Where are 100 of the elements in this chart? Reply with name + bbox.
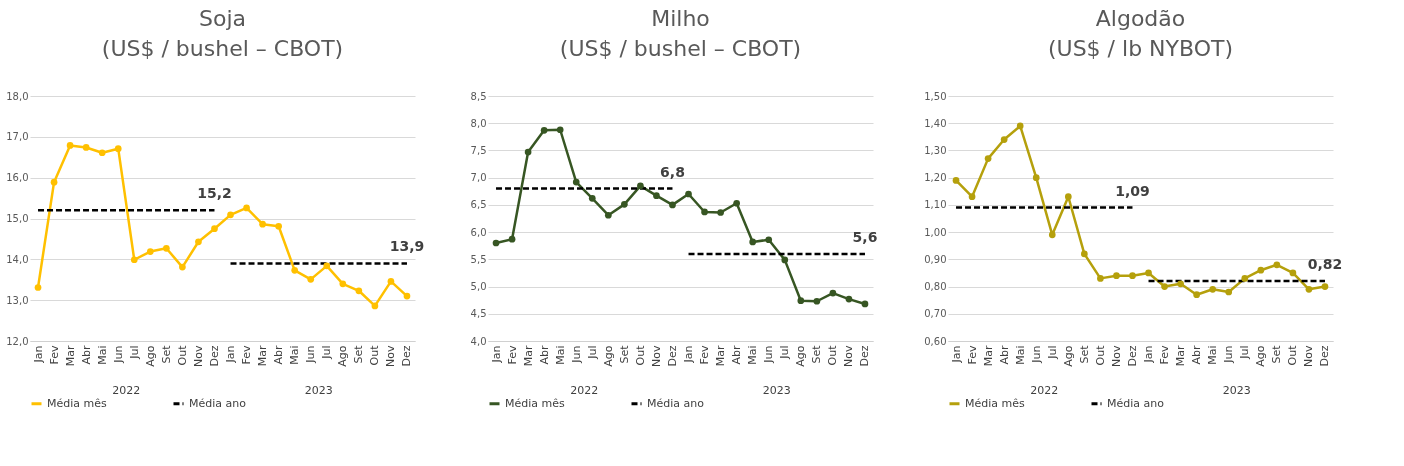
x-tick-label: Jun: [1222, 345, 1236, 364]
point: [1289, 269, 1297, 277]
x-tick-label: Jul: [127, 345, 141, 360]
point: [765, 236, 773, 244]
x-tick-label: Set: [810, 344, 824, 364]
point: [1193, 291, 1200, 299]
x-tick-label: Fev: [240, 345, 254, 365]
x-tick-label: Mai: [95, 345, 109, 365]
x-tick-label: Jan: [682, 345, 696, 364]
x-tick-label: Set: [1077, 344, 1091, 364]
point: [781, 256, 789, 264]
point: [845, 295, 853, 303]
x-tick-label: Out: [175, 344, 189, 366]
data-label: 15,2: [197, 185, 232, 202]
x-tick-label: Dez: [207, 345, 221, 367]
point: [588, 195, 596, 202]
x-tick-label: Abr: [272, 345, 286, 365]
x-tick-label: Ago: [336, 345, 350, 367]
y-tick-label: 1,30: [924, 144, 947, 156]
x-tick-label: Abr: [730, 345, 744, 365]
point: [146, 248, 154, 255]
x-tick-label: Abr: [537, 345, 551, 365]
x-tick-label: Jun: [1029, 345, 1043, 364]
point: [1000, 136, 1008, 143]
point: [797, 297, 805, 305]
point: [952, 177, 960, 184]
point: [82, 144, 90, 151]
point: [34, 284, 42, 291]
x-tick-label: Nov: [384, 345, 398, 367]
point: [653, 192, 660, 199]
legend-label: Média mês: [965, 396, 1026, 410]
data-label: 1,09: [1115, 182, 1150, 199]
x-tick-label: Jan: [489, 345, 503, 364]
point: [1257, 266, 1265, 274]
y-tick-label: 8,5: [470, 90, 487, 102]
x-tick-label: Ago: [601, 345, 615, 367]
x-tick-label: Nov: [649, 345, 663, 367]
x-tick-label: Dez: [665, 345, 679, 367]
y-tick-label: 6,0: [470, 226, 487, 238]
point: [163, 244, 170, 252]
x-tick-label: Jan: [31, 345, 45, 364]
chart-title: Soja: [198, 6, 247, 31]
y-tick-label: 4,5: [470, 308, 487, 320]
point: [572, 178, 580, 186]
point: [1064, 193, 1072, 201]
point: [1048, 231, 1056, 239]
point: [211, 225, 218, 233]
point: [685, 190, 692, 198]
point: [669, 201, 676, 209]
y-tick-label: 6,5: [470, 199, 487, 211]
y-tick-label: 8,0: [470, 117, 487, 129]
x-tick-label: Dez: [858, 345, 872, 367]
point: [1209, 285, 1217, 293]
x-tick-label: Jan: [1142, 345, 1156, 364]
legend-label: Média mês: [47, 396, 108, 410]
point: [355, 287, 363, 295]
point: [813, 297, 821, 305]
y-tick-label: 0,80: [924, 281, 947, 293]
x-tick-label: Set: [1270, 344, 1284, 364]
point: [508, 235, 516, 243]
x-tick-label: Nov: [842, 345, 856, 367]
x-tick-label: Nov: [1109, 345, 1123, 367]
x-tick-label: Jul: [585, 345, 599, 360]
x-tick-label: Out: [826, 344, 840, 366]
x-tick-label: Dez: [1318, 345, 1332, 367]
data-label: 6,8: [660, 163, 685, 180]
point: [1305, 285, 1313, 293]
point: [637, 182, 644, 190]
x-tick-label: Ago: [1061, 345, 1075, 367]
point: [130, 256, 138, 264]
point: [403, 292, 411, 300]
point: [717, 209, 724, 216]
point: [829, 289, 837, 297]
point: [1113, 272, 1120, 280]
x-tick-label: Jul: [1045, 345, 1059, 360]
point: [1032, 174, 1040, 182]
x-tick-label: Jul: [320, 345, 334, 360]
x-tick-label: Jun: [569, 345, 583, 364]
point: [307, 275, 315, 283]
y-tick-label: 0,70: [924, 308, 947, 320]
y-tick-label: 1,50: [924, 90, 947, 102]
text: 2023: [762, 384, 791, 397]
x-tick-label: Fev: [698, 345, 712, 365]
x-tick-label: Fev: [47, 345, 61, 365]
point: [371, 302, 379, 310]
y-tick-label: 17,0: [6, 131, 29, 143]
data-label: 13,9: [389, 238, 425, 255]
point: [179, 263, 186, 271]
x-tick-label: Mai: [1013, 345, 1027, 365]
x-tick-label: Out: [368, 344, 382, 366]
point: [195, 238, 202, 246]
y-tick-label: 15,0: [6, 213, 29, 224]
chart-subtitle: (US$ / bushel – CBOT): [101, 36, 344, 61]
x-tick-label: Nov: [191, 345, 205, 367]
point: [387, 278, 395, 285]
point: [984, 155, 992, 162]
point: [1177, 280, 1184, 288]
x-tick-label: Ago: [143, 345, 157, 367]
point: [291, 267, 299, 274]
data-label: 0,82: [1307, 256, 1343, 273]
